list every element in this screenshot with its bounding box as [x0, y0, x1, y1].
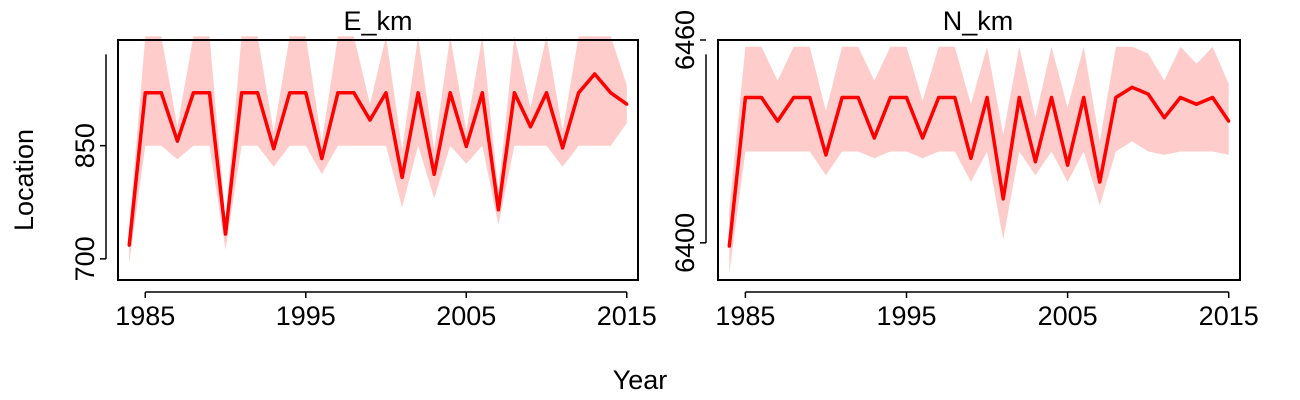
x-tick-label: 2015 [1199, 301, 1259, 331]
data-point [432, 172, 436, 176]
plot-frame [117, 39, 639, 281]
data-point [384, 91, 388, 95]
data-point [609, 91, 613, 95]
data-point [921, 136, 925, 140]
data-point [872, 136, 876, 140]
data-point [159, 91, 163, 95]
data-point [1049, 95, 1054, 100]
data-point [985, 95, 989, 100]
data-point [1082, 95, 1086, 100]
line-layer [127, 72, 629, 247]
x-tick-label: 1995 [876, 301, 936, 331]
data-point [400, 175, 404, 179]
data-point [143, 91, 147, 95]
data-point [856, 95, 860, 100]
data-point [207, 91, 212, 95]
data-point [808, 95, 812, 100]
data-point [175, 139, 179, 143]
x-axis: 1985 1995 2005 2015 [715, 291, 1259, 331]
data-point [272, 147, 276, 151]
data-point [953, 95, 957, 100]
band-layer [129, 36, 627, 264]
data-point [1066, 163, 1070, 167]
data-point [368, 118, 372, 122]
y-tick-label: 700 [70, 236, 100, 281]
panel-n-km: N_km 1985 1995 2005 2015 6400 6460 [670, 6, 1259, 331]
data-point [480, 91, 484, 95]
data-point [464, 144, 468, 148]
data-point [824, 153, 828, 157]
y-tick-label: 850 [70, 123, 100, 168]
data-point [304, 91, 308, 95]
data-point [1194, 102, 1199, 106]
data-point [792, 95, 796, 100]
data-point [544, 91, 549, 95]
band-layer [729, 46, 1229, 274]
data-point [1130, 85, 1134, 89]
data-point [352, 91, 356, 95]
panel-title: N_km [943, 6, 1014, 36]
x-tick-label: 2005 [1038, 301, 1098, 331]
data-point [1227, 119, 1231, 123]
confidence-band [129, 36, 627, 264]
line-layer [727, 85, 1231, 248]
data-point [759, 95, 764, 100]
data-point [223, 232, 228, 236]
y-tick-label: 6400 [670, 213, 700, 273]
panel-e-km: E_km 1985 1995 2005 2015 700 850 [70, 6, 657, 331]
x-tick-label: 2005 [436, 301, 496, 331]
data-point [743, 95, 748, 100]
data-point [937, 95, 941, 100]
data-point [127, 243, 131, 247]
data-point [288, 91, 292, 95]
x-tick-label: 2015 [597, 301, 657, 331]
data-point [1162, 116, 1166, 120]
y-axis: 700 850 [70, 54, 107, 281]
x-tick-label: 1995 [276, 301, 336, 331]
x-axis: 1985 1995 2005 2015 [115, 291, 657, 331]
panel-title: E_km [343, 6, 412, 36]
confidence-band [729, 46, 1229, 274]
series-line [127, 72, 628, 246]
x-tick-label: 1985 [115, 301, 175, 331]
data-point [191, 91, 195, 95]
y-axis-label: Location [9, 129, 39, 231]
y-tick-label: 6460 [670, 10, 700, 70]
data-point [577, 91, 581, 95]
data-point [840, 95, 844, 100]
plot-frame [717, 39, 1241, 281]
data-point [336, 91, 340, 95]
data-point [888, 95, 893, 100]
x-tick-label: 1985 [715, 301, 775, 331]
data-point [561, 146, 565, 150]
data-point [240, 91, 244, 95]
data-point [1211, 95, 1215, 100]
data-point [625, 102, 629, 106]
data-point [416, 91, 420, 95]
data-point [448, 91, 452, 95]
data-point [1001, 197, 1005, 201]
data-point [593, 72, 597, 76]
data-point [496, 208, 500, 212]
data-point [727, 244, 731, 248]
data-point [904, 95, 909, 100]
data-point [1146, 92, 1150, 96]
data-point [1017, 95, 1021, 100]
data-point [1033, 160, 1037, 164]
data-point [1114, 95, 1118, 100]
data-point [512, 91, 517, 95]
data-point [320, 156, 324, 161]
data-point [1178, 95, 1182, 100]
data-point [1098, 180, 1102, 184]
data-point [256, 91, 260, 95]
data-point [776, 119, 780, 123]
data-point [528, 125, 533, 129]
y-axis: 6400 6460 [670, 10, 707, 273]
data-point [969, 156, 973, 160]
x-axis-label: Year [613, 365, 668, 395]
series-line [727, 85, 1231, 247]
